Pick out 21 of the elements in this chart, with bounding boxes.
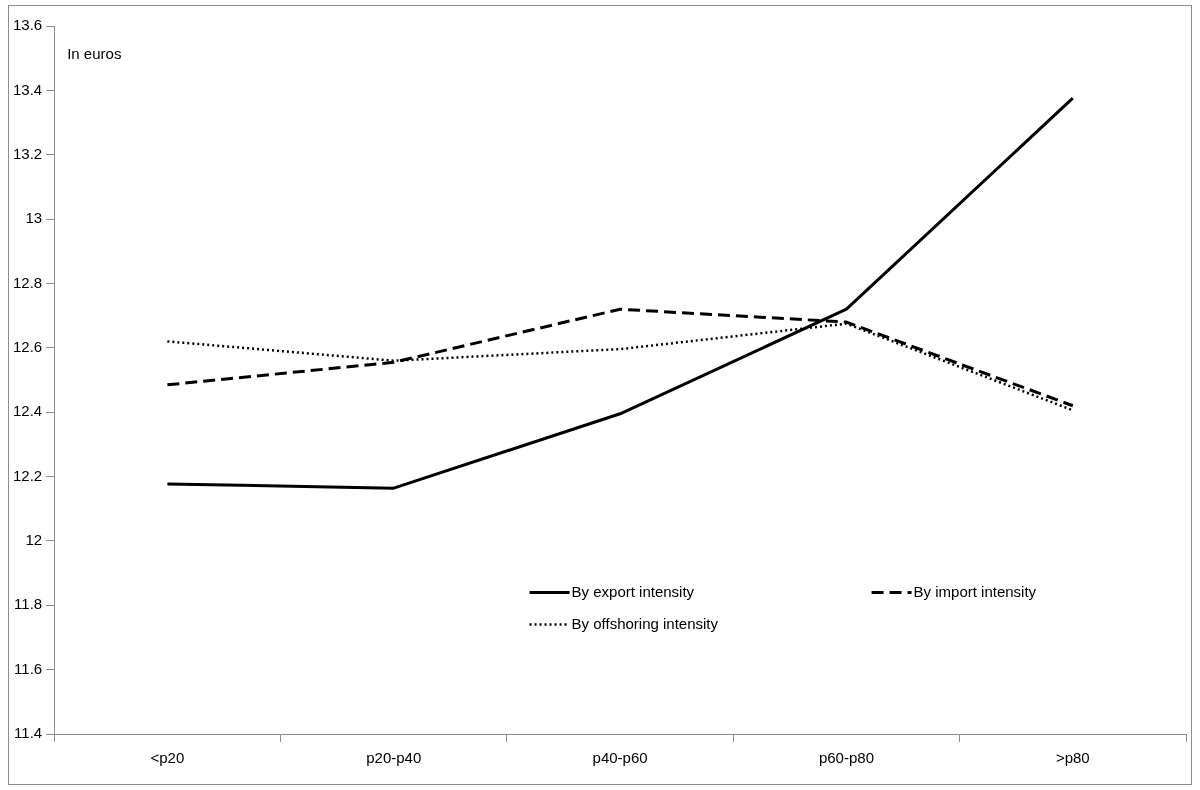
y-tick-label: 12.8 xyxy=(12,273,43,291)
x-tick-label: p20-p40 xyxy=(366,749,422,767)
x-tick-label: >p80 xyxy=(1055,749,1090,767)
x-tick-label: p60-p80 xyxy=(818,749,874,767)
y-tick-label: 12 xyxy=(25,531,43,549)
y-tick-label: 12.4 xyxy=(12,402,43,420)
y-tick-label: 13.6 xyxy=(12,16,43,34)
legend-label: By export intensity xyxy=(571,582,695,600)
y-tick-label: 12.2 xyxy=(12,466,43,484)
y-tick-label: 12.6 xyxy=(12,337,43,355)
x-tick-label: p40-p60 xyxy=(592,749,648,767)
y-tick-label: 11.8 xyxy=(14,595,43,613)
y-axis-title: In euros xyxy=(67,45,122,63)
legend-label: By offshoring intensity xyxy=(571,614,719,632)
y-tick-label: 13.2 xyxy=(12,144,43,162)
y-tick-label: 13 xyxy=(25,209,43,227)
y-tick-label: 13.4 xyxy=(12,80,43,98)
x-tick-label: <p20 xyxy=(150,749,185,767)
y-tick-label: 11.4 xyxy=(14,724,43,742)
y-tick-label: 11.6 xyxy=(14,659,43,677)
legend-label: By import intensity xyxy=(913,582,1037,600)
